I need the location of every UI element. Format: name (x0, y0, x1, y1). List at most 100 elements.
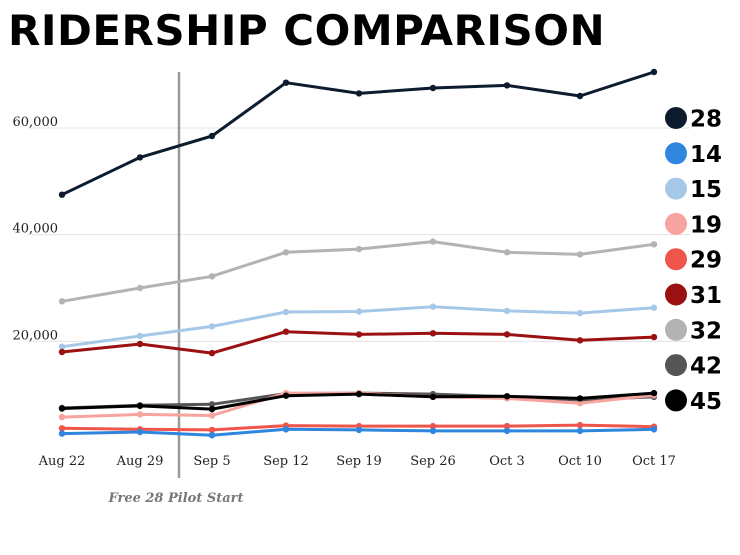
legend-item: 28 (665, 107, 722, 133)
legend-item: 42 (665, 354, 722, 380)
legend-swatch (665, 212, 687, 235)
series-32 (58, 238, 658, 305)
data-point (503, 331, 511, 338)
legend-swatch (665, 389, 687, 412)
y-tick-label: 40,000 (13, 222, 59, 237)
data-point (650, 241, 658, 248)
data-point (136, 428, 144, 436)
data-point (282, 308, 290, 316)
data-point (503, 393, 511, 400)
data-point (208, 132, 216, 140)
legend-label: 32 (690, 318, 722, 344)
legend-label: 28 (690, 107, 722, 133)
series-28 (58, 68, 658, 198)
y-tick-label: 60,000 (13, 115, 59, 130)
data-point (282, 392, 290, 399)
data-point (650, 304, 658, 311)
data-point (576, 427, 584, 435)
data-point (208, 323, 216, 330)
legend-swatch (665, 354, 687, 377)
legend: 28 14 15 19 29 31 32 42 45 (665, 107, 722, 415)
data-point (58, 191, 66, 198)
data-point (208, 432, 216, 439)
data-point (282, 79, 290, 86)
x-tick-label: Sep 5 (193, 454, 230, 469)
data-point (576, 400, 584, 407)
data-point (355, 245, 363, 253)
legend-swatch (665, 177, 687, 200)
data-point (576, 309, 584, 317)
legend-item: 19 (665, 212, 722, 238)
data-point (355, 426, 363, 434)
legend-item: 15 (665, 177, 722, 203)
series-14 (58, 426, 658, 439)
pilot-start-label: Free 28 Pilot Start (107, 491, 243, 506)
data-point (136, 340, 144, 348)
legend-swatch (665, 283, 687, 306)
data-point (208, 273, 216, 280)
x-tick-label: Oct 17 (632, 454, 676, 469)
data-point (136, 402, 144, 410)
data-point (650, 333, 658, 341)
y-tick-label: 20,000 (13, 328, 59, 343)
series-45 (58, 389, 658, 413)
data-point (503, 427, 511, 435)
data-point (650, 389, 658, 397)
legend-label: 29 (690, 248, 722, 274)
data-point (503, 82, 511, 89)
legend-item: 45 (665, 389, 722, 415)
data-point (503, 249, 511, 256)
legend-label: 42 (690, 354, 722, 380)
data-point (355, 308, 363, 315)
x-tick-label: Sep 12 (263, 454, 309, 469)
data-point (208, 412, 216, 419)
data-point (355, 90, 363, 97)
legend-swatch (665, 107, 687, 129)
data-point (429, 393, 437, 400)
data-point (576, 251, 584, 258)
legend-label: 31 (690, 283, 722, 309)
data-point (429, 422, 437, 430)
data-point (576, 92, 584, 100)
data-point (208, 349, 216, 357)
data-point (58, 298, 66, 305)
data-point (576, 337, 584, 344)
chart-title: RIDERSHIP COMPARISON (8, 6, 606, 55)
x-tick-label: Oct 10 (558, 454, 602, 469)
data-point (429, 238, 437, 245)
data-point (355, 390, 363, 398)
data-point (355, 331, 363, 338)
data-point (650, 426, 658, 433)
x-tick-label: Aug 22 (38, 454, 86, 469)
data-point (576, 395, 584, 402)
data-point (136, 284, 144, 292)
series-31 (58, 328, 658, 357)
x-tick-label: Aug 29 (116, 454, 164, 469)
data-point (282, 328, 290, 335)
legend-item: 14 (665, 142, 722, 168)
data-point (282, 249, 290, 256)
legend-swatch (665, 248, 687, 271)
data-point (136, 332, 144, 340)
legend-item: 31 (665, 283, 722, 309)
data-point (58, 413, 66, 421)
data-point (58, 405, 66, 412)
legend-label: 19 (690, 212, 722, 238)
legend-swatch (665, 142, 687, 165)
legend-label: 14 (690, 142, 722, 168)
data-point (429, 330, 437, 337)
legend-item: 29 (665, 248, 722, 274)
legend-item: 32 (665, 318, 722, 344)
series-lines (58, 68, 658, 439)
legend-label: 45 (690, 389, 722, 415)
data-point (429, 427, 437, 435)
legend-label: 15 (690, 177, 722, 203)
data-point (429, 303, 437, 310)
x-axis-ticks: Aug 22 Aug 29 Sep 5 Sep 12 Sep 19 Sep 26 Oct 3… (38, 454, 676, 469)
data-point (208, 405, 216, 413)
data-point (58, 348, 66, 356)
legend-swatch (665, 318, 687, 341)
y-axis-ticks: 20,000 40,000 60,000 (13, 115, 59, 343)
data-point (208, 401, 216, 408)
